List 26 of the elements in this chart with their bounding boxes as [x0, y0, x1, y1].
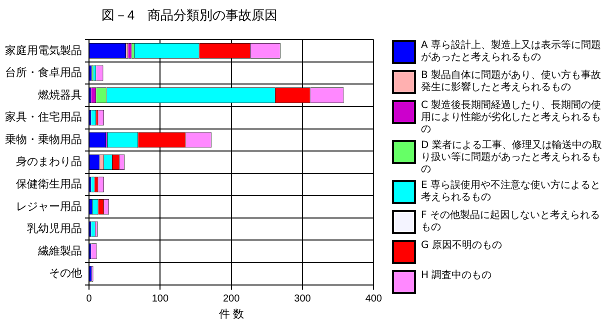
x-tick-label: 400 [365, 294, 382, 305]
legend-label: A 専ら設計上、製造上又は表示等に問題があったと考えられるもの [421, 40, 602, 64]
y-tick-label: 乗物・乗物用品 [5, 132, 82, 146]
y-tick-label: 繊維製品 [37, 244, 82, 258]
y-tick-label: 乳幼児用品 [27, 222, 82, 236]
y-tick-label: レジャー用品 [16, 200, 82, 213]
legend-label: B 製品自体に問題があり、使い方も事故発生に影響したと考えられるもの [421, 70, 602, 94]
y-tick-label: 保健衛生用品 [16, 178, 82, 191]
legend-label: H 調査中のもの [421, 270, 492, 282]
y-tick-label: その他 [49, 268, 82, 280]
chart-title: 図－4 商品分類別の事故原因 [101, 7, 278, 22]
y-tick-label: 家庭用電気製品 [5, 44, 82, 57]
y-tick-label: 台所・食卓用品 [5, 66, 82, 80]
legend-label: C 製造後長期間経過したり、長期間の使用により性能が劣化したと考えられるもの [421, 100, 602, 136]
x-tick-label: 100 [152, 294, 169, 305]
x-tick-label: 0 [86, 294, 92, 305]
x-tick-label: 300 [294, 294, 312, 305]
legend-label: D 業者による工事、修理又は輸送中の取り扱い等に問題があったと考えられるもの [421, 140, 603, 176]
x-tick-label: 200 [222, 294, 240, 305]
legend-label: F その他製品に起因しないと考えられるもの [421, 210, 601, 234]
y-tick-label: 家具・住宅用品 [5, 110, 82, 124]
legend-label: G 原因不明のもの [421, 240, 502, 252]
y-tick-label: 燃焼器具 [38, 89, 82, 102]
y-tick-label: 身のまわり品 [16, 156, 82, 168]
legend-label: E 専ら誤使用や不注意な使い方によると考えられるもの [421, 180, 602, 204]
x-axis-title: 件 数 [218, 308, 244, 320]
